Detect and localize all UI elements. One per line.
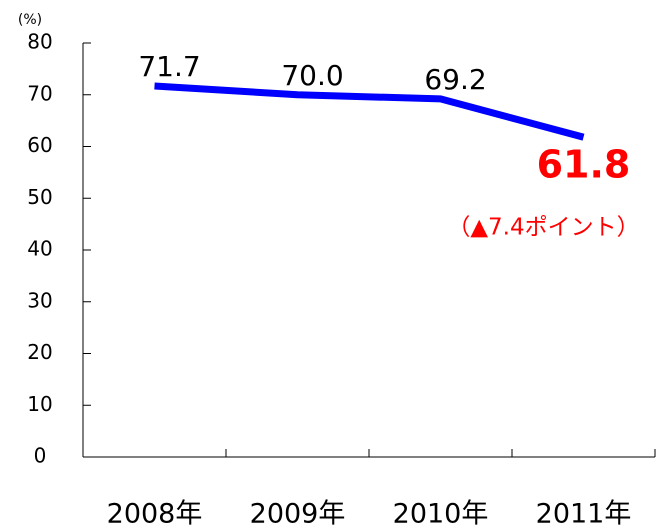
x-tick-label: 2008年	[107, 499, 203, 528]
y-tick-label: 70	[27, 81, 52, 105]
y-tick-label: 40	[27, 237, 52, 261]
value-label: 71.7	[138, 50, 200, 83]
y-tick-label: 30	[27, 288, 52, 312]
y-tick-label: 60	[27, 133, 52, 157]
x-tick-label: 2009年	[250, 499, 346, 528]
x-tick-label: 2011年	[536, 499, 632, 528]
annotation: （▲7.4ポイント）	[447, 215, 639, 241]
value-label: 70.0	[281, 59, 343, 92]
y-unit: (%)	[18, 12, 42, 28]
y-tick-label: 0	[34, 444, 47, 468]
y-tick-label: 80	[27, 30, 52, 54]
y-tick-label: 50	[27, 185, 52, 209]
y-tick-label: 10	[27, 392, 52, 416]
y-tick-label: 20	[27, 340, 52, 364]
data-line	[154, 82, 585, 141]
value-label: 61.8	[537, 143, 631, 187]
x-tick-label: 2010年	[393, 499, 489, 528]
value-label: 69.2	[424, 63, 486, 96]
